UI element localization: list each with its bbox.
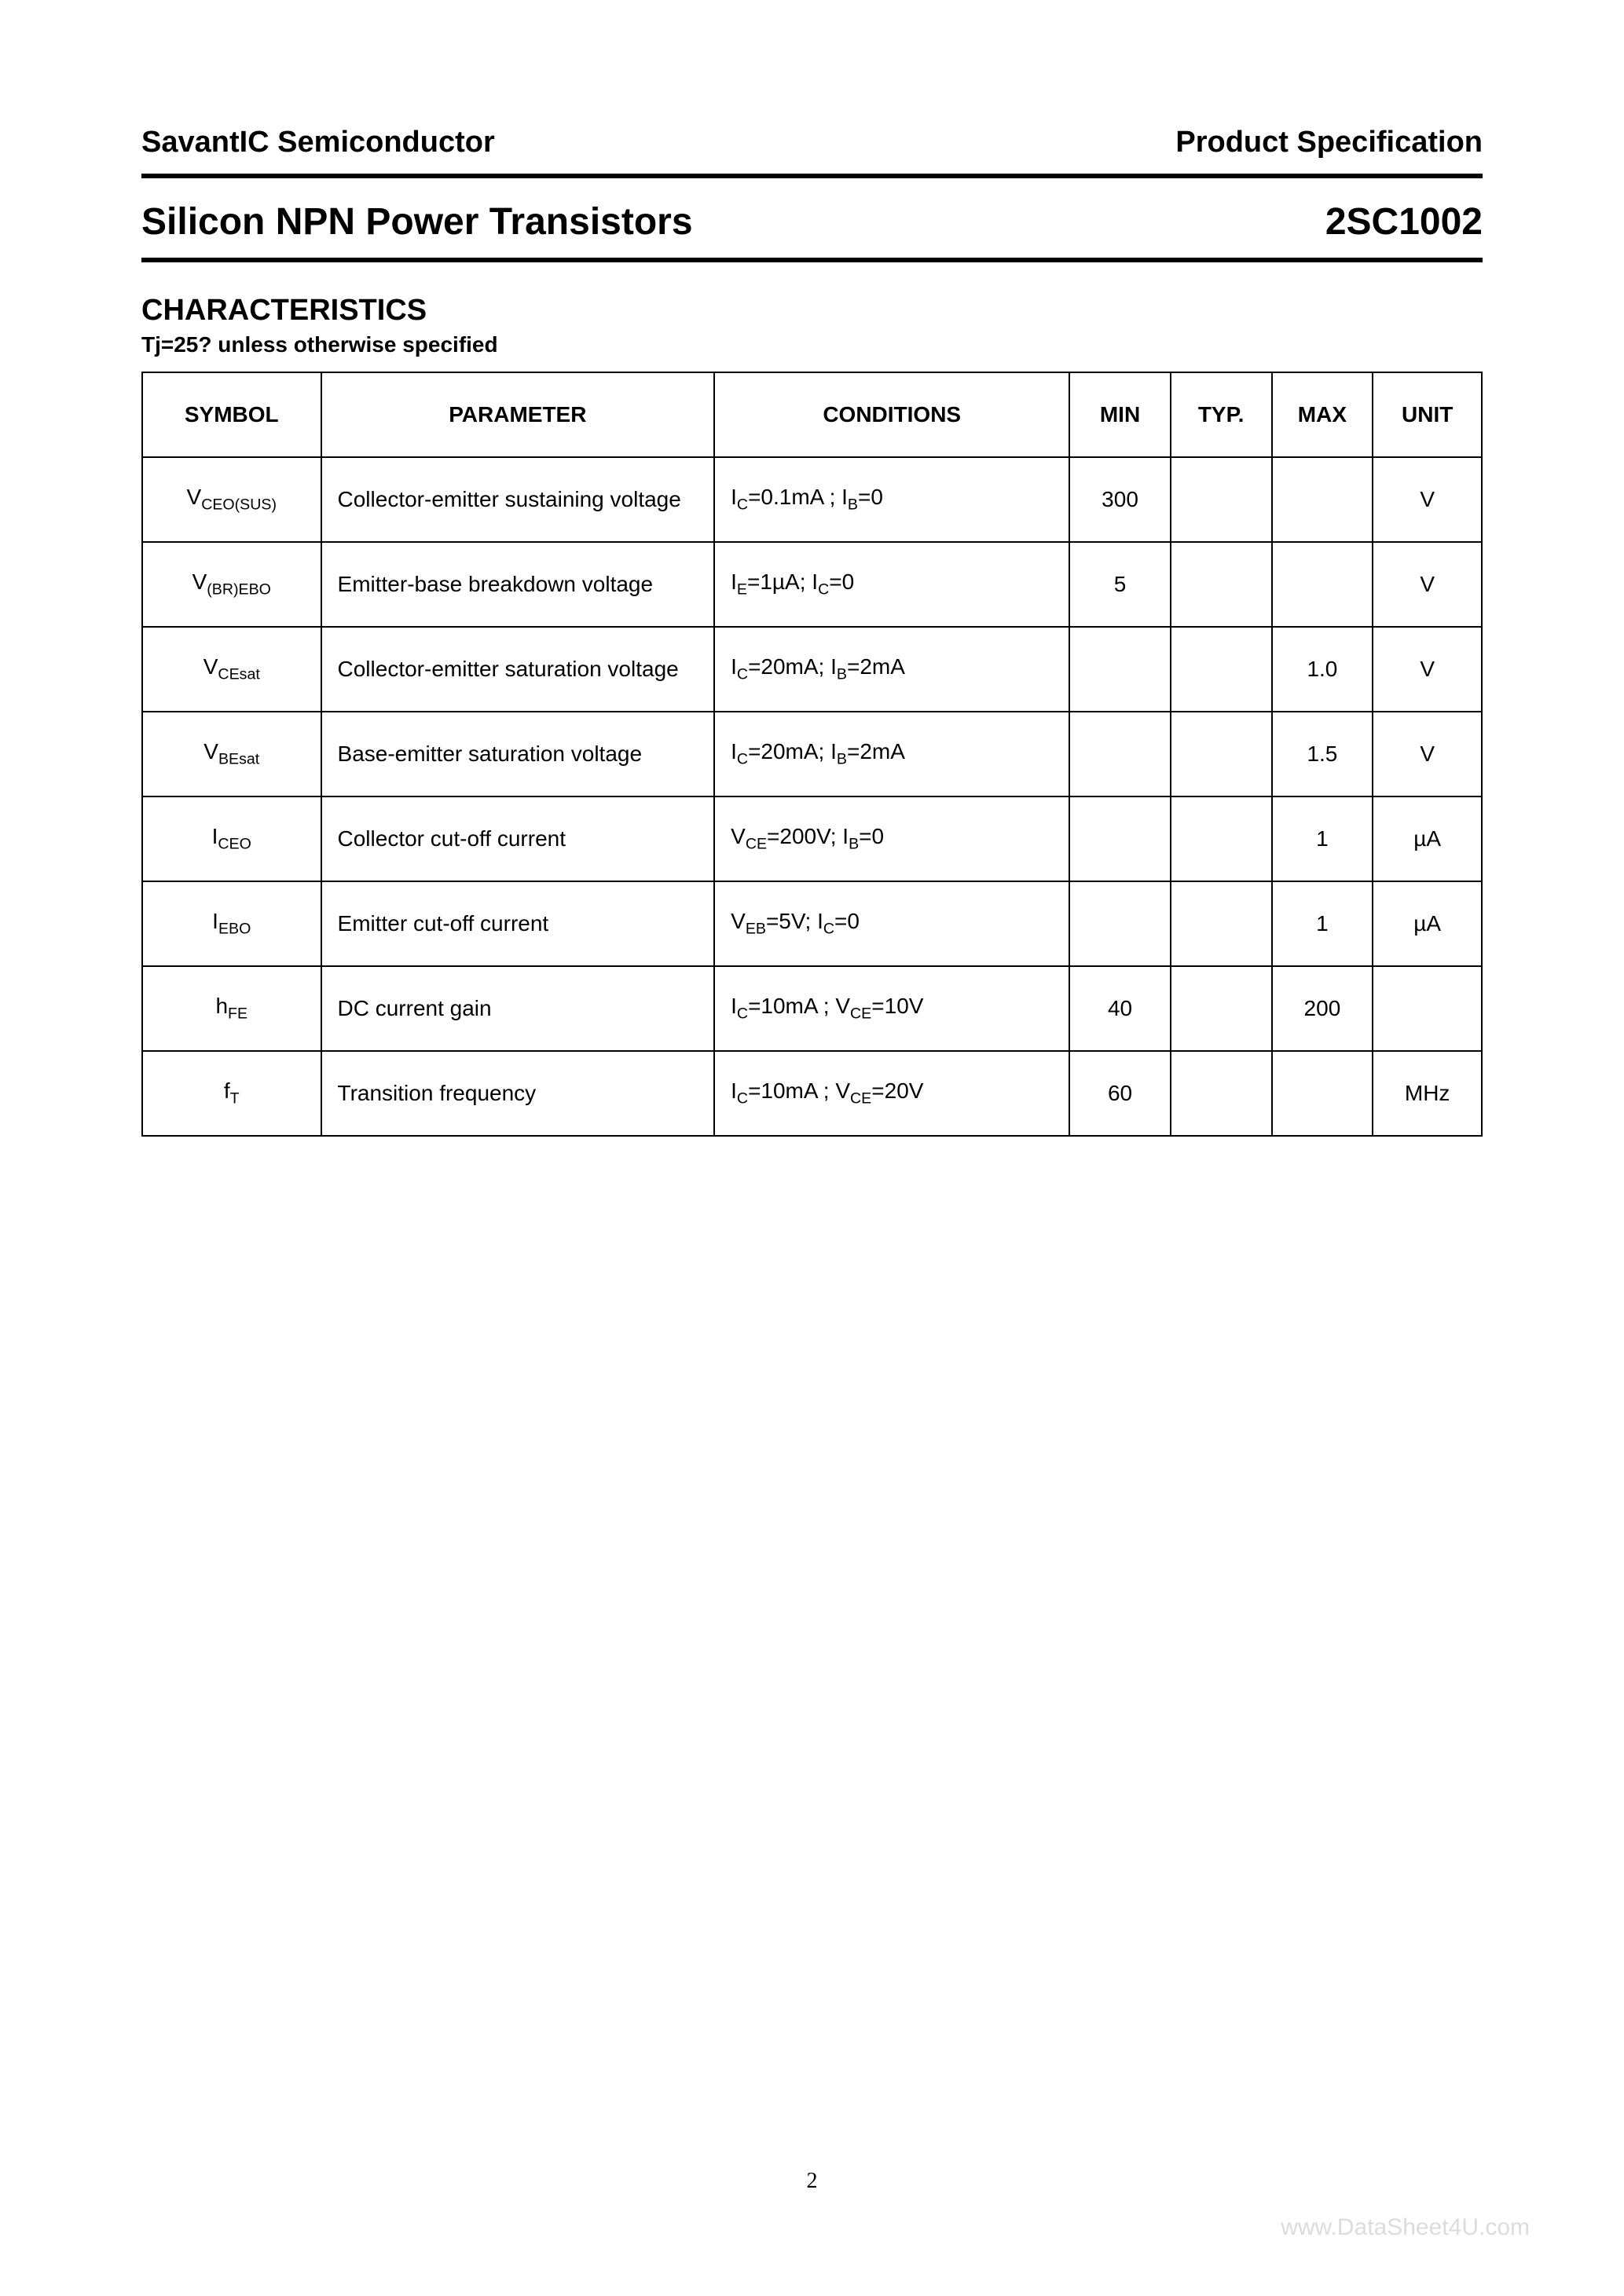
table-row: hFEDC current gainIC=10mA ; VCE=10V40 200 xyxy=(142,966,1482,1051)
conditions-cell: VCE=200V; IB=0 xyxy=(714,796,1069,881)
unit-cell: V xyxy=(1373,712,1482,796)
unit-cell xyxy=(1373,966,1482,1051)
conditions-cell: VEB=5V; IC=0 xyxy=(714,881,1069,966)
table-header-row: SYMBOL PARAMETER CONDITIONS MIN TYP. MAX… xyxy=(142,372,1482,457)
watermark: www.DataSheet4U.com xyxy=(1281,2214,1530,2241)
section-title: CHARACTERISTICS xyxy=(141,294,1483,328)
conditions-cell: IC=10mA ; VCE=20V xyxy=(714,1051,1069,1136)
title-row: Silicon NPN Power Transistors 2SC1002 xyxy=(141,200,1483,244)
col-header-unit: UNIT xyxy=(1373,372,1482,457)
parameter-cell: Collector-emitter saturation voltage xyxy=(321,627,715,712)
typ-cell xyxy=(1171,542,1272,627)
unit-cell: MHz xyxy=(1373,1051,1482,1136)
symbol-cell: hFE xyxy=(142,966,321,1051)
table-row: V(BR)EBOEmitter-base breakdown voltageIE… xyxy=(142,542,1482,627)
typ-cell xyxy=(1171,881,1272,966)
typ-cell xyxy=(1171,1051,1272,1136)
typ-cell xyxy=(1171,796,1272,881)
col-header-parameter: PARAMETER xyxy=(321,372,715,457)
parameter-cell: Transition frequency xyxy=(321,1051,715,1136)
symbol-cell: fT xyxy=(142,1051,321,1136)
conditions-cell: IC=10mA ; VCE=10V xyxy=(714,966,1069,1051)
section-condition-note: Tj=25? unless otherwise specified xyxy=(141,332,1483,357)
parameter-cell: Collector-emitter sustaining voltage xyxy=(321,457,715,542)
typ-cell xyxy=(1171,457,1272,542)
min-cell xyxy=(1069,627,1171,712)
parameter-cell: DC current gain xyxy=(321,966,715,1051)
max-cell xyxy=(1272,1051,1373,1136)
min-cell: 60 xyxy=(1069,1051,1171,1136)
unit-cell: V xyxy=(1373,542,1482,627)
datasheet-page: SavantIC Semiconductor Product Specifica… xyxy=(0,0,1624,2296)
table-row: IEBOEmitter cut-off currentVEB=5V; IC=0 1… xyxy=(142,881,1482,966)
parameter-cell: Emitter cut-off current xyxy=(321,881,715,966)
parameter-cell: Emitter-base breakdown voltage xyxy=(321,542,715,627)
min-cell: 5 xyxy=(1069,542,1171,627)
max-cell: 1 xyxy=(1272,881,1373,966)
product-line: Silicon NPN Power Transistors xyxy=(141,200,693,244)
unit-cell: µA xyxy=(1373,796,1482,881)
conditions-cell: IC=20mA; IB=2mA xyxy=(714,627,1069,712)
col-header-max: MAX xyxy=(1272,372,1373,457)
characteristics-table: SYMBOL PARAMETER CONDITIONS MIN TYP. MAX… xyxy=(141,372,1483,1137)
symbol-cell: V(BR)EBO xyxy=(142,542,321,627)
max-cell: 1.0 xyxy=(1272,627,1373,712)
header-rule xyxy=(141,174,1483,178)
max-cell: 200 xyxy=(1272,966,1373,1051)
page-header: SavantIC Semiconductor Product Specifica… xyxy=(141,126,1483,159)
table-row: VCEO(SUS)Collector-emitter sustaining vo… xyxy=(142,457,1482,542)
col-header-conditions: CONDITIONS xyxy=(714,372,1069,457)
table-row: fTTransition frequencyIC=10mA ; VCE=20V6… xyxy=(142,1051,1482,1136)
col-header-symbol: SYMBOL xyxy=(142,372,321,457)
unit-cell: V xyxy=(1373,457,1482,542)
max-cell xyxy=(1272,457,1373,542)
typ-cell xyxy=(1171,966,1272,1051)
conditions-cell: IE=1µA; IC=0 xyxy=(714,542,1069,627)
unit-cell: µA xyxy=(1373,881,1482,966)
typ-cell xyxy=(1171,627,1272,712)
typ-cell xyxy=(1171,712,1272,796)
unit-cell: V xyxy=(1373,627,1482,712)
max-cell xyxy=(1272,542,1373,627)
min-cell: 300 xyxy=(1069,457,1171,542)
symbol-cell: VCEO(SUS) xyxy=(142,457,321,542)
table-row: VBEsatBase-emitter saturation voltageIC=… xyxy=(142,712,1482,796)
symbol-cell: VBEsat xyxy=(142,712,321,796)
doc-type-label: Product Specification xyxy=(1175,126,1483,159)
col-header-min: MIN xyxy=(1069,372,1171,457)
part-number: 2SC1002 xyxy=(1325,200,1483,244)
symbol-cell: VCEsat xyxy=(142,627,321,712)
table-row: ICEOCollector cut-off currentVCE=200V; I… xyxy=(142,796,1482,881)
min-cell xyxy=(1069,881,1171,966)
company-name: SavantIC Semiconductor xyxy=(141,126,495,159)
conditions-cell: IC=0.1mA ; IB=0 xyxy=(714,457,1069,542)
table-row: VCEsatCollector-emitter saturation volta… xyxy=(142,627,1482,712)
parameter-cell: Collector cut-off current xyxy=(321,796,715,881)
conditions-cell: IC=20mA; IB=2mA xyxy=(714,712,1069,796)
min-cell xyxy=(1069,712,1171,796)
max-cell: 1.5 xyxy=(1272,712,1373,796)
min-cell xyxy=(1069,796,1171,881)
title-rule xyxy=(141,258,1483,262)
parameter-cell: Base-emitter saturation voltage xyxy=(321,712,715,796)
page-number: 2 xyxy=(0,2169,1624,2194)
symbol-cell: ICEO xyxy=(142,796,321,881)
min-cell: 40 xyxy=(1069,966,1171,1051)
col-header-typ: TYP. xyxy=(1171,372,1272,457)
max-cell: 1 xyxy=(1272,796,1373,881)
symbol-cell: IEBO xyxy=(142,881,321,966)
